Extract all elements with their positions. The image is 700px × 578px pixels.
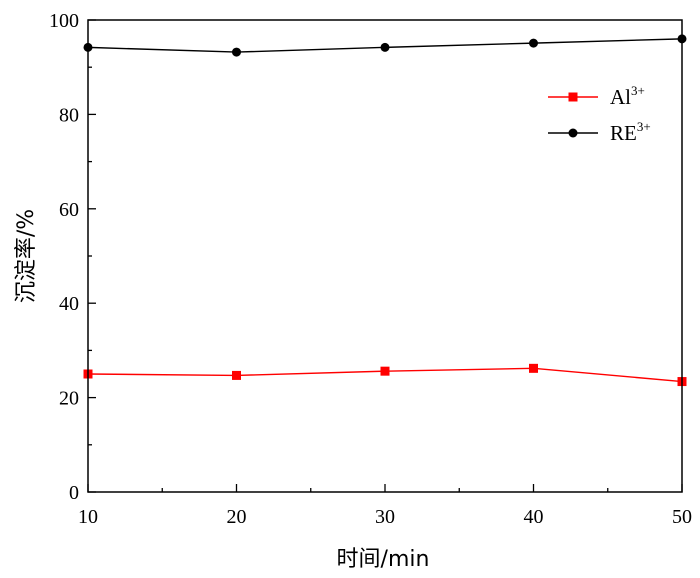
x-tick-label: 10: [78, 506, 98, 528]
y-tick-label: 80: [59, 104, 79, 126]
series-layer: [83, 34, 687, 387]
legend-entry: RE3+: [548, 119, 651, 145]
legend: Al3+ RE3+: [548, 83, 651, 145]
legend-marker: [568, 128, 578, 138]
y-tick-label: 0: [69, 482, 79, 504]
legend-marker: [568, 92, 578, 102]
legend-label: RE3+: [610, 119, 651, 145]
x-axis-title: 时间/min: [337, 547, 430, 572]
data-point: [529, 363, 538, 373]
y-tick-label: 60: [59, 199, 79, 221]
data-point: [232, 370, 241, 380]
legend-entry: Al3+: [548, 83, 645, 109]
legend-label: Al3+: [610, 83, 645, 109]
data-point: [232, 47, 241, 57]
series-re: [83, 34, 687, 57]
y-tick-label: 20: [59, 388, 79, 410]
series-al: [83, 363, 687, 387]
x-tick-label: 40: [524, 506, 544, 528]
x-tick-label: 20: [227, 506, 247, 528]
x-tick-label: 30: [375, 506, 395, 528]
data-point: [529, 38, 538, 48]
y-tick-label: 100: [49, 10, 79, 32]
x-tick-label: 50: [672, 506, 692, 528]
plot-frame: [87, 19, 683, 493]
axis-ticks: [87, 19, 683, 493]
y-tick-label: 40: [59, 293, 79, 315]
tick-labels: 10 20 30 40 50 0 20 40 60 80 100: [49, 10, 692, 528]
data-point: [380, 366, 390, 376]
y-axis-title: 沉淀率/%: [14, 209, 39, 303]
data-point: [380, 42, 390, 52]
